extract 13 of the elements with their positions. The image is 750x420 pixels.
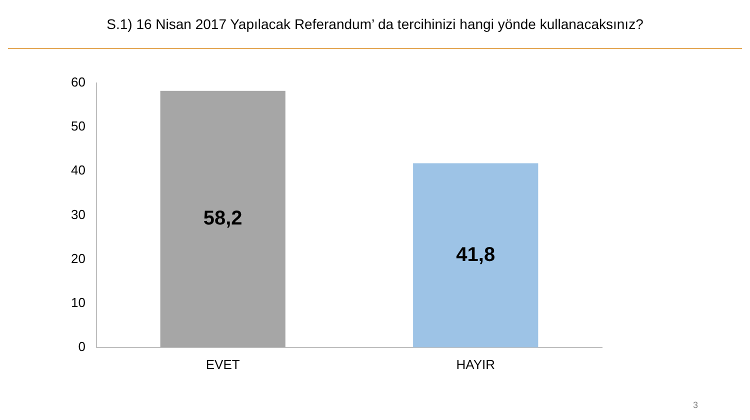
y-tick-label: 40 bbox=[70, 162, 86, 178]
y-tick-label: 50 bbox=[70, 118, 86, 134]
data-label: 58,2 bbox=[203, 208, 242, 230]
y-tick-label: 60 bbox=[70, 74, 86, 90]
x-tick-label: HAYIR bbox=[456, 356, 495, 372]
x-tick-label: EVET bbox=[206, 356, 240, 372]
y-tick-label: 30 bbox=[70, 206, 86, 222]
text: 3 bbox=[692, 400, 698, 410]
y-tick-label: 10 bbox=[70, 294, 86, 310]
y-tick-label: 20 bbox=[70, 250, 86, 266]
data-label: 41,8 bbox=[456, 244, 496, 266]
chart-title: S.1) 16 Nisan 2017 Yapılacak Referandum’ da tercihinizi hangi yönde kullanacaksınız? bbox=[106, 15, 644, 34]
y-tick-label: 0 bbox=[78, 338, 86, 354]
